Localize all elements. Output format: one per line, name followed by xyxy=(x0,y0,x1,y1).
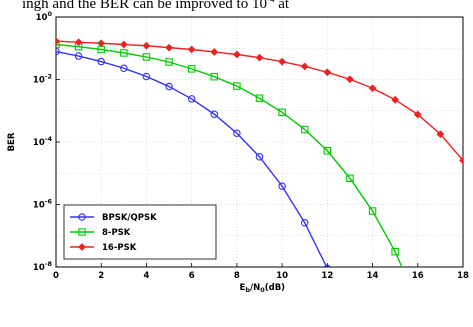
xlabel-sub1: b xyxy=(245,286,250,294)
series-8-psk xyxy=(56,40,403,267)
series-line xyxy=(56,50,328,267)
data-point xyxy=(391,95,400,104)
data-point xyxy=(74,52,83,60)
data-point xyxy=(165,82,173,91)
data-point xyxy=(119,40,128,49)
data-point xyxy=(346,174,354,183)
data-point xyxy=(210,72,219,81)
series-layer xyxy=(56,37,463,267)
caption-sup: -4 xyxy=(267,0,275,4)
data-point xyxy=(391,247,399,256)
data-point xyxy=(78,213,86,221)
x-axis-label: Eb/N0(dB) xyxy=(240,283,286,294)
x-tick-label: 0 xyxy=(53,271,59,281)
data-point xyxy=(187,95,196,103)
data-point xyxy=(187,45,196,54)
data-point xyxy=(210,48,219,56)
xlabel-sub2: 0 xyxy=(260,286,265,294)
x-tick-label: 4 xyxy=(143,271,149,281)
data-point xyxy=(165,43,173,52)
data-point xyxy=(346,75,354,84)
x-tick-label: 16 xyxy=(412,271,424,281)
x-tick-label: 8 xyxy=(234,271,240,281)
data-point xyxy=(323,68,332,77)
data-point xyxy=(300,218,309,227)
x-tick-label: 10 xyxy=(276,271,288,281)
data-point xyxy=(187,65,196,73)
data-point xyxy=(278,182,286,190)
data-point xyxy=(142,41,151,50)
data-point xyxy=(233,129,241,137)
caption-text: ingh and the BER can be improved to 10 xyxy=(22,0,267,12)
y-ticks: 100 10-2 10-4 10-6 10-8 xyxy=(33,10,60,273)
data-point xyxy=(323,146,332,155)
data-point xyxy=(232,50,241,59)
y-tick-label: 10-8 xyxy=(33,260,53,273)
x-tick-label: 2 xyxy=(98,271,104,281)
data-point xyxy=(56,47,60,56)
data-point xyxy=(233,82,241,90)
data-point xyxy=(74,38,83,47)
legend-label: 16-PSK xyxy=(102,243,137,253)
data-point xyxy=(368,207,377,215)
data-point xyxy=(459,156,463,165)
data-point xyxy=(278,108,286,117)
x-tick-label: 18 xyxy=(457,271,469,281)
x-tick-label: 14 xyxy=(367,271,379,281)
y-tick-label: 100 xyxy=(36,10,53,23)
xlabel-mid: /N xyxy=(250,283,260,293)
data-point xyxy=(210,110,219,118)
data-point xyxy=(56,37,60,45)
data-point xyxy=(300,125,309,134)
data-point xyxy=(278,57,287,66)
caption-fragment: ingh and the BER can be improved to 10-4… xyxy=(22,0,289,13)
y-tick-label: 10-2 xyxy=(33,73,52,86)
x-tick-label: 12 xyxy=(321,271,333,281)
legend-entry: 16-PSK xyxy=(70,243,137,253)
data-point xyxy=(120,49,128,57)
legend-entry: BPSK/QPSK xyxy=(70,213,157,223)
data-point xyxy=(120,64,128,73)
x-ticks: 0 2 4 6 8 10 12 14 16 18 xyxy=(53,263,469,281)
xlabel-tail: (dB) xyxy=(265,283,285,293)
data-point xyxy=(165,58,173,66)
legend-label: 8-PSK xyxy=(102,228,131,238)
data-point xyxy=(368,84,377,93)
data-point xyxy=(255,153,264,161)
legend-entry: 8-PSK xyxy=(70,228,131,238)
legend: BPSK/QPSK 8-PSK 16-PSK xyxy=(63,204,217,260)
series-16-psk xyxy=(56,37,463,165)
x-tick-label: 6 xyxy=(189,271,195,281)
data-point xyxy=(97,39,106,48)
data-point xyxy=(413,110,422,119)
y-tick-label: 10-6 xyxy=(33,198,53,211)
data-point xyxy=(142,72,151,81)
data-point xyxy=(255,94,264,103)
data-point xyxy=(300,62,309,71)
data-point xyxy=(56,40,60,49)
data-point xyxy=(255,53,264,62)
series-line xyxy=(56,43,403,267)
data-point xyxy=(436,130,445,139)
data-point xyxy=(142,53,151,61)
y-axis-label: BER xyxy=(7,132,17,151)
legend-label: BPSK/QPSK xyxy=(102,213,157,223)
data-point xyxy=(78,243,86,251)
y-tick-label: 10-4 xyxy=(33,135,53,148)
data-point xyxy=(97,57,105,66)
data-point xyxy=(78,228,86,236)
caption-tail: at xyxy=(274,0,290,12)
xlabel-main: E xyxy=(240,283,246,293)
